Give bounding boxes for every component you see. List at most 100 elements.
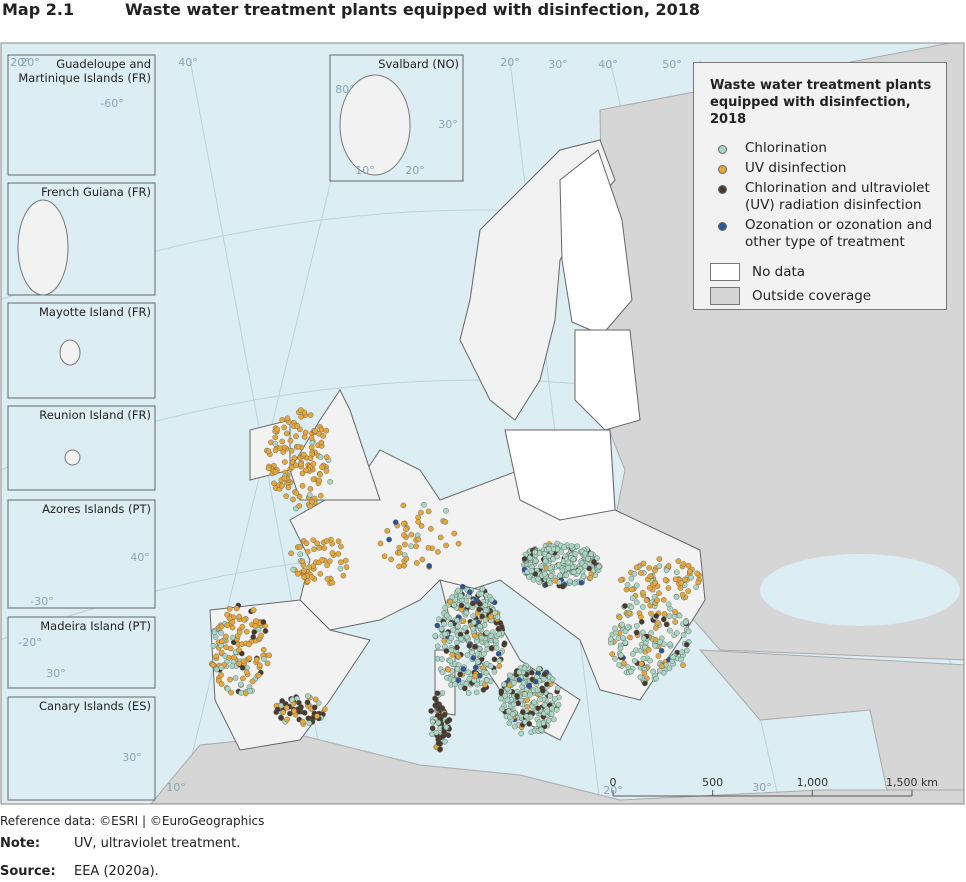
plant-dot (319, 464, 325, 470)
plant-dot (445, 732, 452, 738)
plant-dot (679, 591, 686, 598)
plant-dot (553, 707, 560, 713)
inset-label: French Guiana (FR) (41, 185, 151, 199)
plant-dot (381, 553, 388, 560)
source-label: Source: (0, 864, 56, 879)
plant-dot (321, 545, 327, 551)
legend-label: No data (752, 264, 806, 280)
plant-dot (629, 586, 635, 593)
plant-dot (639, 629, 646, 636)
plant-dot (628, 668, 634, 675)
plant-dot (320, 433, 326, 439)
plant-dot (402, 541, 408, 548)
plant-dot (300, 451, 307, 458)
plant-dot (442, 631, 448, 637)
plant-dot (482, 602, 489, 608)
graticule-label: 10° (355, 164, 375, 177)
plant-dot (695, 579, 702, 586)
plant-dot (255, 672, 262, 678)
plant-dot (478, 590, 485, 597)
plant-dot (236, 613, 243, 620)
plant-dot (284, 415, 291, 422)
plant-dot (565, 559, 571, 566)
plant-dot (265, 465, 272, 472)
plant-dot (401, 532, 407, 538)
plant-dot (656, 563, 663, 569)
plant-dot (529, 669, 535, 676)
plant-dot (338, 543, 344, 550)
graticule-label: 20° (10, 56, 30, 69)
plant-dot (663, 621, 670, 628)
plant-dot (672, 576, 679, 583)
legend-swatch (710, 287, 740, 305)
plant-dot (290, 566, 297, 573)
plant-dot (239, 665, 246, 671)
plant-dot (343, 564, 350, 570)
plant-dot (218, 681, 225, 687)
plant-dot (557, 572, 563, 579)
baltics (574, 329, 641, 431)
plant-dot (640, 560, 647, 567)
plant-dot (396, 563, 402, 570)
plant-dot (680, 561, 687, 567)
legend-item: UV disinfection (710, 160, 934, 177)
plant-dot (672, 609, 678, 615)
plant-dot (213, 653, 220, 659)
plant-dot (310, 461, 317, 467)
plant-dot (483, 629, 490, 636)
inset-label: Svalbard (NO) (378, 57, 459, 71)
plant-dot (514, 693, 520, 699)
plant-dot (462, 624, 469, 631)
plant-dot (585, 555, 591, 562)
plant-dot (432, 702, 438, 709)
plant-dot (272, 434, 279, 441)
plant-dot (252, 623, 259, 629)
plant-dot (555, 701, 562, 708)
inset-land (339, 74, 411, 176)
plant-dot (523, 713, 530, 720)
plant-dot (223, 633, 229, 640)
plant-dot (326, 558, 333, 565)
plant-dot (312, 696, 319, 703)
plant-dot (676, 612, 683, 619)
plant-dot (279, 438, 285, 445)
plant-dot (673, 594, 680, 600)
plant-dot (226, 615, 233, 622)
plant-dot (455, 653, 462, 660)
plant-dot (477, 601, 483, 607)
plant-dot (281, 475, 288, 482)
plant-dot (298, 407, 304, 413)
plant-dot (272, 469, 279, 475)
plant-dot (272, 447, 279, 454)
plant-dot (293, 462, 299, 469)
outside-land (698, 649, 964, 804)
plant-dot (618, 577, 624, 583)
plant-dot (318, 492, 324, 499)
plant-dot (559, 583, 566, 590)
plant-dot (209, 662, 216, 668)
plant-dot (435, 549, 441, 555)
plant-dot (554, 685, 561, 692)
inset-frame (7, 54, 156, 176)
plant-dot (536, 666, 542, 672)
plant-dot (472, 673, 479, 679)
plant-dot (277, 445, 283, 451)
plant-dot (401, 562, 407, 569)
legend-label: Chlorination and ultraviolet (UV) radiat… (745, 180, 930, 213)
plant-dot (236, 629, 243, 636)
plant-dot (299, 718, 306, 725)
plant-dot (435, 719, 442, 726)
plant-dot (442, 519, 449, 525)
plant-dot (674, 630, 680, 636)
plant-dot (428, 708, 434, 714)
plant-dot (596, 563, 602, 570)
plant-dot (647, 657, 653, 664)
plant-dot (646, 585, 653, 591)
graticule-label: 10° (166, 781, 186, 794)
plant-dot (287, 710, 293, 717)
plant-dot (342, 557, 349, 564)
plant-dot (307, 455, 314, 462)
inset-label-box: Madeira Island (PT) (40, 619, 151, 633)
plant-dot (680, 662, 686, 668)
inset-label-box: Azores Islands (PT) (42, 502, 151, 516)
